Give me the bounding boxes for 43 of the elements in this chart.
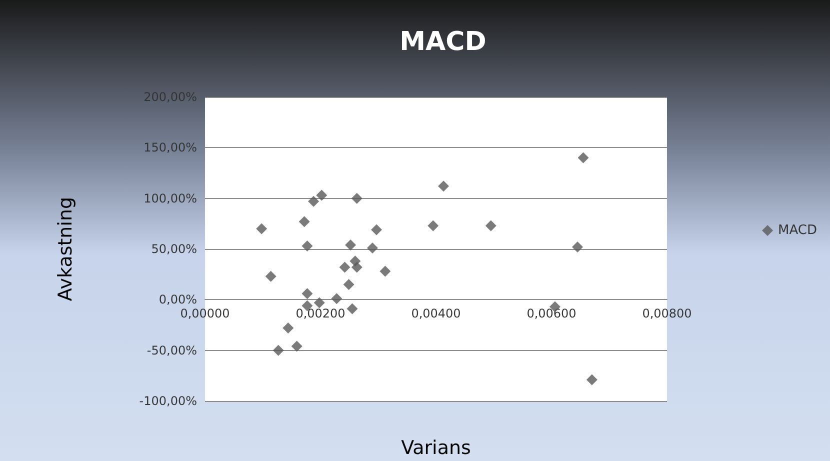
point: [302, 240, 313, 252]
chart-title: MACD: [400, 27, 486, 57]
x-axis-title: Varians: [401, 437, 471, 460]
point: [578, 152, 589, 164]
point: [265, 270, 276, 282]
y-tick-label: 100,00%: [144, 191, 197, 206]
point: [316, 190, 328, 201]
point: [339, 262, 350, 273]
y-tick-label: 150,00%: [144, 140, 197, 155]
point: [366, 242, 378, 254]
point: [256, 223, 268, 234]
point: [586, 374, 598, 386]
x-tick-label: 0,00400: [411, 306, 461, 321]
y-tick-label: -50,00%: [146, 343, 197, 358]
y-tick-label: -100,00%: [139, 394, 197, 408]
point: [345, 239, 356, 250]
point: [291, 340, 302, 352]
y-tick-label: 50,00%: [151, 242, 197, 256]
point: [485, 220, 496, 232]
x-tick-label: 0,00200: [296, 306, 346, 321]
point: [351, 192, 362, 204]
y-tick-label: 0,00%: [158, 292, 197, 307]
legend-label: MACD: [778, 223, 817, 238]
point: [282, 322, 294, 334]
point: [314, 297, 325, 308]
point: [438, 180, 450, 192]
x-tick-label: 0,00600: [526, 306, 576, 321]
point: [351, 262, 362, 273]
y-tick-label: 200,00%: [144, 90, 197, 104]
point: [302, 288, 313, 300]
x-tick-label: 0,00800: [642, 306, 692, 321]
point: [572, 241, 583, 252]
x-tick-label: 0,00000: [180, 306, 230, 321]
point: [308, 196, 320, 207]
point: [272, 344, 284, 356]
point: [298, 216, 310, 228]
point: [380, 266, 391, 277]
point: [428, 220, 439, 232]
point: [331, 293, 342, 304]
point: [346, 303, 358, 314]
point: [371, 224, 382, 236]
point: [343, 278, 354, 290]
y-axis-title: Avkastning: [54, 196, 76, 302]
